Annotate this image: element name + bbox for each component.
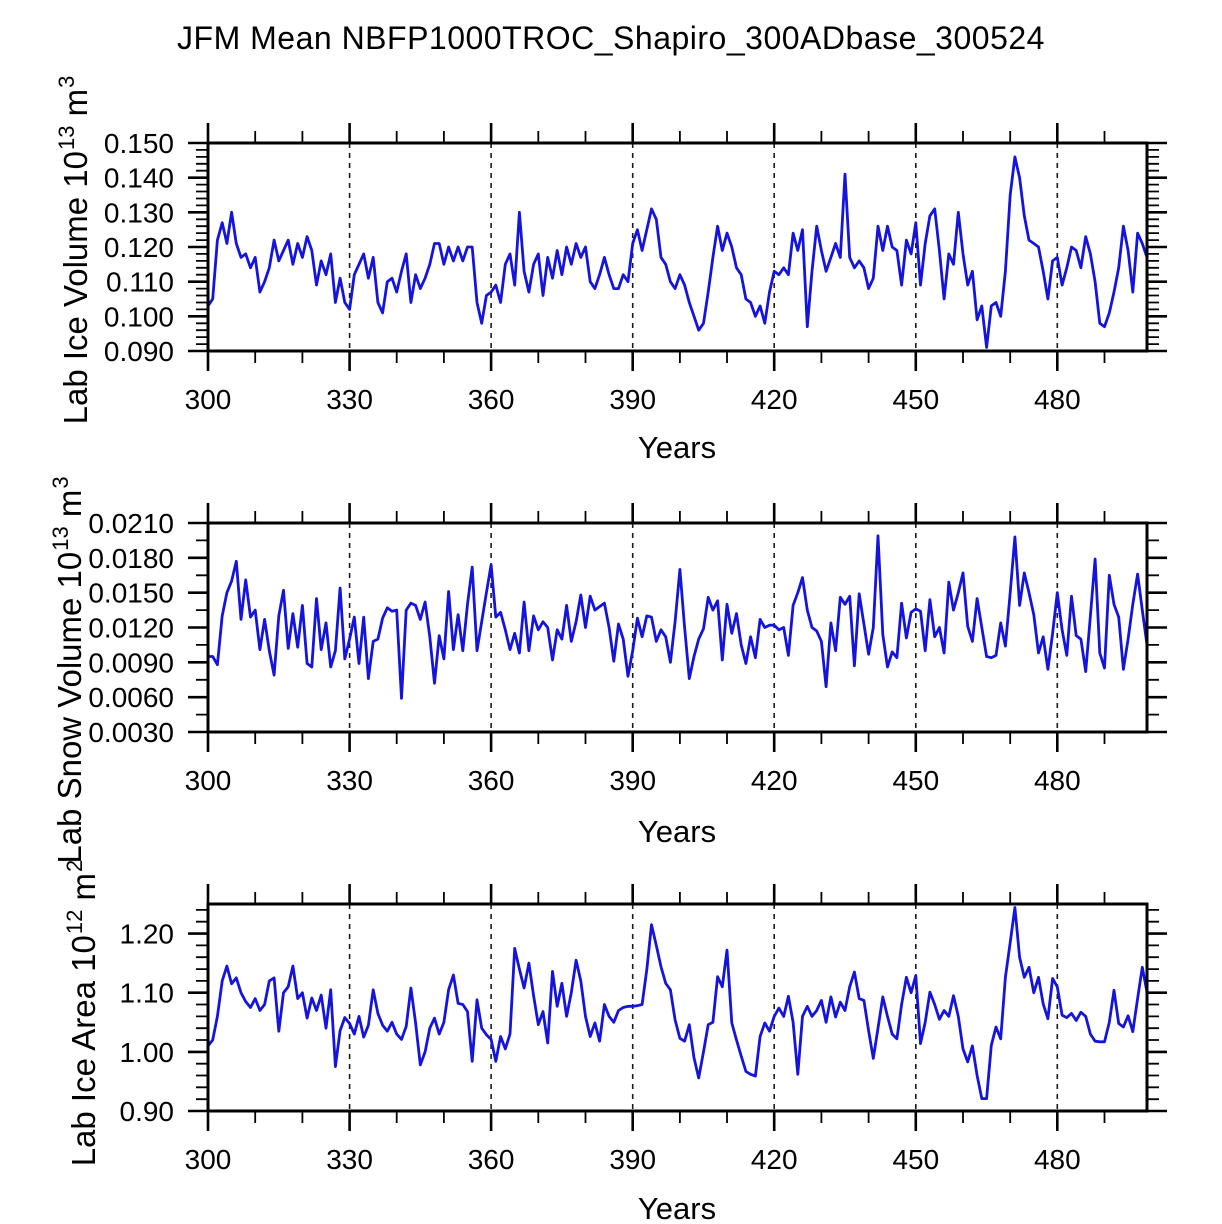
y-tick-label-ice-volume: 0.100 [104,301,174,332]
chart-title: JFM Mean NBFP1000TROC_Shapiro_300ADbase_… [177,20,1045,56]
snow-volume-series-line [206,534,1149,700]
major-ticks-snow-volume [188,503,1167,752]
y-tick-label-ice-area: 0.90 [120,1096,175,1127]
y-tick-label-snow-volume: 0.0150 [88,578,174,609]
y-tick-label-ice-volume: 0.140 [104,163,174,194]
x-tick-label-snow-volume: 480 [1034,765,1081,796]
y-axis-label-exponent: 13 [54,125,79,151]
x-tick-label-ice-area: 420 [751,1144,798,1175]
x-tick-label-snow-volume: 420 [751,765,798,796]
x-tick-label-ice-volume: 300 [185,384,232,415]
x-tick-label-snow-volume: 330 [326,765,373,796]
x-tick-label-ice-area: 300 [185,1144,232,1175]
y-tick-label-snow-volume: 0.0030 [88,717,174,748]
y-axis-label-unit-exponent: 3 [48,476,73,489]
y-tick-label-ice-volume: 0.110 [106,267,174,298]
y-tick-label-ice-area: 1.20 [120,919,175,950]
ice-volume-x-axis-label: Years [637,430,717,465]
x-tick-label-ice-volume: 390 [609,384,656,415]
panel-ice-area: 0.90 1.00 1.10 1.20 300 330 360 390 420 450 480 [120,884,1167,1175]
y-tick-label-snow-volume: 0.0060 [88,682,174,713]
x-tick-label-ice-volume: 360 [468,384,515,415]
x-tick-label-snow-volume: 300 [185,765,232,796]
ice-area-y-axis-label: Lab Ice Area 1012 m2 [62,859,103,1167]
y-tick-label-snow-volume: 0.0210 [88,508,174,539]
x-tick-label-ice-volume: 420 [751,384,798,415]
y-axis-label-unit: m [65,872,102,910]
y-tick-label-ice-volume: 0.090 [104,336,174,367]
plot-box-ice-area [206,902,1149,1113]
x-tick-label-snow-volume: 390 [609,765,656,796]
y-tick-label-ice-area: 1.10 [120,978,175,1009]
ice-area-x-axis-label: Years [637,1191,717,1224]
y-axis-label-unit: m [57,88,94,126]
ice-volume-series-line [206,155,1149,349]
x-tick-label-ice-volume: 450 [892,384,939,415]
x-tick-label-snow-volume: 450 [892,765,939,796]
x-tick-label-ice-area: 480 [1034,1144,1081,1175]
y-tick-label-ice-volume: 0.120 [104,232,174,263]
y-axis-label-unit-exponent: 3 [54,75,79,88]
x-tick-label-snow-volume: 360 [468,765,515,796]
x-tick-label-ice-area: 390 [609,1144,656,1175]
y-axis-label-text: Lab Ice Area 10 [65,935,102,1167]
y-tick-label-ice-volume: 0.150 [104,128,174,159]
y-axis-label-text: Lab Ice Volume 10 [57,151,94,425]
y-tick-label-ice-volume: 0.130 [104,197,174,228]
y-axis-label-unit-exponent: 2 [62,859,87,872]
snow-volume-x-axis-label: Years [637,814,717,849]
snow-volume-y-axis-label: Lab Snow Volume 1013 m3 [48,476,89,864]
y-axis-label-text: Lab Snow Volume 10 [51,551,88,864]
y-axis-label-unit: m [51,489,88,527]
gridlines-snow-volume [348,523,1059,732]
y-tick-label-ice-area: 1.00 [120,1037,175,1068]
y-tick-label-snow-volume: 0.0180 [88,543,174,574]
ice-area-series-line [206,906,1149,1100]
y-axis-label-exponent: 12 [62,909,87,935]
minor-ticks-ice-area [196,892,1159,1123]
ice-volume-y-axis-label: Lab Ice Volume 1013 m3 [54,75,95,425]
y-tick-label-snow-volume: 0.0120 [88,613,174,644]
major-ticks-ice-area [188,884,1167,1131]
x-tick-label-ice-area: 450 [892,1144,939,1175]
major-ticks-ice-volume [188,123,1167,371]
x-tick-label-ice-volume: 480 [1034,384,1081,415]
x-tick-label-ice-area: 360 [468,1144,515,1175]
y-axis-label-exponent: 13 [48,526,73,551]
minor-ticks-ice-volume [196,131,1159,363]
y-tick-label-snow-volume: 0.0090 [88,647,174,678]
x-tick-label-ice-volume: 330 [326,384,373,415]
minor-ticks-snow-volume [196,511,1159,744]
x-tick-label-ice-area: 330 [326,1144,373,1175]
